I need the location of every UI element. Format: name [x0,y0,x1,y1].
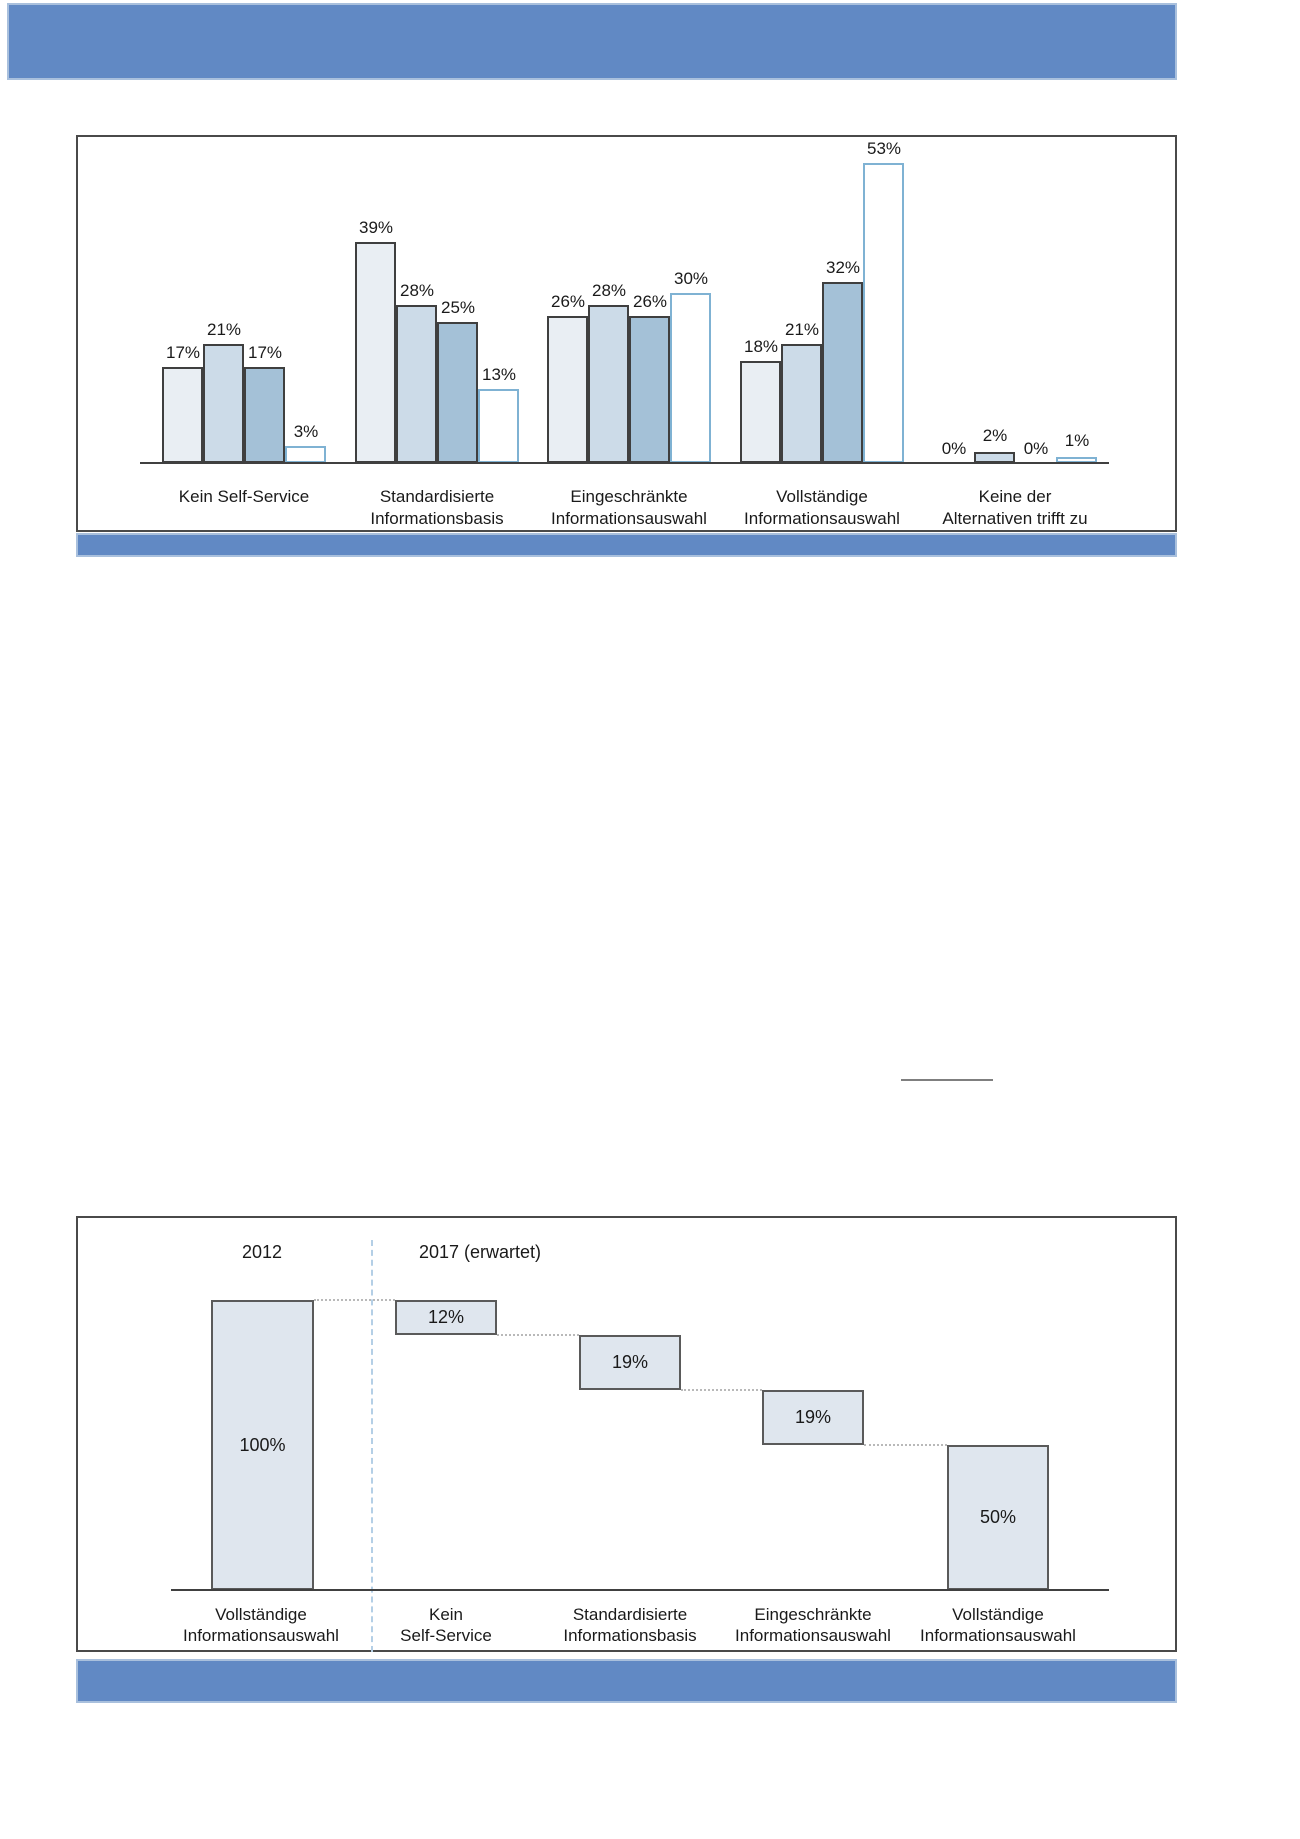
value-label: 18% [743,337,779,356]
connector-line [681,1389,762,1391]
waterfall-bar-label: 100% [239,1434,286,1455]
value-label: 53% [866,139,902,158]
waterfall-bar-label: 19% [794,1407,832,1427]
period-label-2012: 2012 [241,1242,283,1262]
bar [396,305,437,463]
value-label: 30% [673,269,709,288]
value-label: 28% [399,281,435,300]
value-label: 25% [440,298,476,317]
bar [781,344,822,463]
bar [203,344,244,463]
waterfall-bar-label: 50% [979,1507,1017,1527]
x-axis-line [140,462,1109,464]
value-label: 2% [982,426,1008,445]
bar [355,242,396,463]
connector-line [497,1334,579,1336]
waterfall-bar: 19% [579,1335,681,1390]
value-label: 3% [293,422,319,441]
bar [670,293,711,463]
value-label: 39% [358,218,394,237]
category-label: Vollständige Informationsauswahl [920,1605,1076,1645]
value-label: 0% [1023,439,1049,458]
value-label: 1% [1064,431,1090,450]
waterfall-bar: 19% [762,1390,864,1445]
bar [863,163,904,463]
value-label: 17% [247,343,283,362]
value-label: 26% [632,292,668,311]
divider-line [901,1079,993,1081]
connector-line [314,1299,395,1301]
value-label: 0% [941,439,967,458]
x-axis-line [171,1589,1109,1591]
chart2-footer-band [76,1659,1177,1703]
period-separator-dashed-line [371,1240,373,1652]
value-label: 17% [165,343,201,362]
bar [547,316,588,463]
bar [629,316,670,463]
category-label: Eingeschränkte Informationsauswahl [551,487,707,528]
category-label: Standardisierte Informationsbasis [370,487,504,528]
category-label: Eingeschränkte Informationsauswahl [735,1605,891,1645]
bar [478,389,519,463]
value-label: 13% [481,365,517,384]
bar [244,367,285,463]
connector-line [864,1444,947,1446]
header-band [7,3,1177,80]
chart1-frame: 17% 21% 17% 3% 39% 28% 25% 13% 26% 28% 2… [76,135,1177,532]
category-label: Kein Self-Service [400,1605,492,1645]
waterfall-bar-label: 12% [427,1307,465,1327]
waterfall-bar: 12% [395,1300,497,1335]
chart1-footer-band [76,533,1177,557]
value-label: 21% [206,320,242,339]
category-label: Vollständige Informationsauswahl [183,1605,339,1645]
category-label: Vollständige Informationsauswahl [744,487,900,528]
value-label: 21% [784,320,820,339]
bar [437,322,478,463]
chart2-frame: 2012 2017 (erwartet) 100% 12% 19% 19% 50… [76,1216,1177,1652]
category-label: Standardisierte Informationsbasis [563,1605,697,1645]
value-label: 28% [591,281,627,300]
bar [588,305,629,463]
period-label-2017: 2017 (erwartet) [418,1242,542,1262]
bar [285,446,326,463]
waterfall-bar: 50% [947,1445,1049,1590]
bar [162,367,203,463]
bar [740,361,781,463]
category-label: Kein Self-Service [178,487,310,506]
value-label: 26% [550,292,586,311]
waterfall-bar-label: 19% [611,1352,649,1372]
bar [822,282,863,463]
category-label: Keine der Alternativen trifft zu [942,487,1088,528]
waterfall-bar: 100% [211,1300,314,1590]
value-label: 32% [825,258,861,277]
